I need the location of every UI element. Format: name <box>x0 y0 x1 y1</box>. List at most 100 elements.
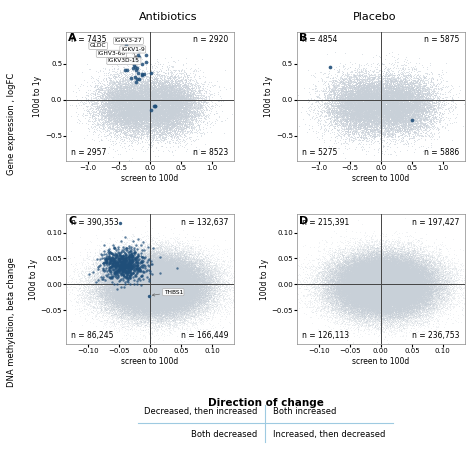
Point <box>389 284 397 291</box>
Point <box>400 285 407 292</box>
Point <box>383 273 391 280</box>
Point <box>350 297 358 304</box>
Point <box>411 288 419 295</box>
Point <box>166 290 173 297</box>
Point <box>133 278 140 285</box>
Point <box>128 288 136 295</box>
Point <box>360 298 367 305</box>
Point <box>374 267 382 274</box>
Point <box>151 266 158 273</box>
Point <box>177 283 184 290</box>
Point <box>403 290 411 298</box>
Point <box>146 276 154 283</box>
Point <box>366 249 374 257</box>
Point <box>142 285 150 292</box>
Point <box>164 291 171 298</box>
Point <box>418 313 425 321</box>
Point <box>371 275 379 282</box>
Point <box>370 100 378 107</box>
Point <box>384 274 392 281</box>
Point <box>191 292 199 299</box>
Point <box>356 258 364 265</box>
Point <box>137 302 145 309</box>
Point <box>389 305 397 313</box>
Point <box>358 309 366 317</box>
Point <box>148 235 155 242</box>
Point <box>377 284 385 291</box>
Point <box>104 103 112 110</box>
Point <box>361 272 368 280</box>
Point <box>173 274 180 281</box>
Point <box>366 271 374 278</box>
Point <box>370 78 377 86</box>
Point <box>140 267 147 274</box>
Point <box>390 283 398 290</box>
Point <box>412 269 420 276</box>
Point <box>145 257 153 264</box>
Point <box>392 255 399 262</box>
Point <box>367 251 374 258</box>
Point <box>347 297 355 304</box>
Point <box>401 280 408 287</box>
Point <box>119 302 127 309</box>
Point <box>383 287 390 295</box>
Point <box>208 300 215 308</box>
Point <box>402 287 410 294</box>
Point <box>118 293 126 300</box>
Point <box>379 267 387 275</box>
Point <box>200 275 208 282</box>
Point <box>372 273 380 280</box>
Point <box>155 98 163 105</box>
Point <box>154 282 162 290</box>
Point <box>364 295 371 302</box>
Point <box>150 287 157 294</box>
Point <box>380 271 387 278</box>
Point <box>155 272 163 279</box>
Point <box>109 264 117 272</box>
Point <box>125 262 133 269</box>
Point <box>371 305 379 313</box>
Point <box>351 321 358 328</box>
Point <box>404 278 411 285</box>
Point <box>136 286 144 294</box>
Point <box>111 101 119 108</box>
Point <box>371 281 379 288</box>
Point <box>122 87 129 94</box>
Point <box>103 123 111 130</box>
Point <box>364 276 372 283</box>
Point <box>156 258 164 265</box>
Point <box>157 267 165 274</box>
Point <box>169 271 177 278</box>
Point <box>117 111 125 119</box>
Point <box>198 275 205 282</box>
Point <box>130 245 138 252</box>
Point <box>351 275 359 282</box>
Point <box>145 302 152 309</box>
Point <box>364 279 371 286</box>
Point <box>123 301 130 308</box>
Point <box>359 314 367 322</box>
Point <box>183 266 191 273</box>
Point <box>396 298 403 305</box>
Point <box>159 288 166 295</box>
Point <box>373 281 380 288</box>
Point <box>373 294 380 301</box>
Point <box>419 271 427 278</box>
Point <box>169 263 176 271</box>
Point <box>139 303 146 310</box>
Point <box>385 286 393 294</box>
Point <box>130 278 138 285</box>
Point <box>346 256 353 263</box>
Point <box>393 88 401 96</box>
Point <box>364 286 372 293</box>
Point <box>137 279 145 286</box>
Point <box>402 284 410 291</box>
Point <box>152 283 159 290</box>
Point <box>391 289 399 296</box>
Point <box>390 286 398 294</box>
Point <box>148 94 155 101</box>
Point <box>387 262 394 269</box>
Point <box>365 258 372 265</box>
Point <box>150 269 158 276</box>
Point <box>170 250 178 258</box>
